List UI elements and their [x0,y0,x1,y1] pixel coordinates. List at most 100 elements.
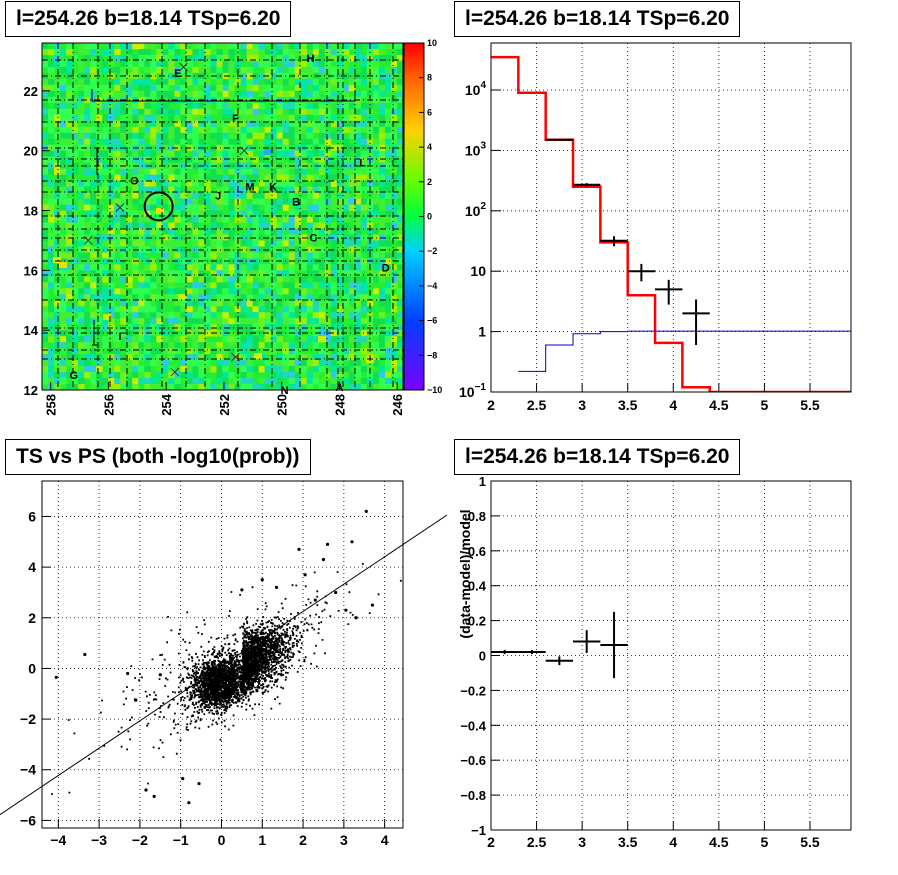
skymap-cell [372,66,380,74]
skymap-title: l=254.26 b=18.14 TSp=6.20 [5,1,292,37]
skymap-cell [192,138,199,146]
skymap-cell [180,312,187,319]
skymap-cell [342,48,350,56]
skymap-cell [90,354,97,361]
skymap-cell [354,300,362,307]
skymap-cell [264,252,272,259]
skymap-cell [138,84,145,92]
skymap-cell [66,360,73,367]
skymap-cell [180,216,187,223]
skymap-cell [378,276,386,283]
skymap-cell [192,288,199,295]
skymap-cell [240,78,247,86]
skymap-cell [318,318,326,325]
skymap-cell [102,228,109,235]
skymap-cell [156,90,163,98]
skymap-cell [258,144,266,152]
skymap-cell [390,372,398,379]
skymap-cell [348,252,356,259]
skymap-cell [282,192,290,199]
skymap-cell [42,360,49,367]
skymap-cell [156,132,163,140]
skymap-cell [294,372,302,379]
skymap-cell [132,210,139,217]
skymap-cell [372,120,380,128]
skymap-cell [174,156,181,164]
spectrum-y-tick-label: 1 [478,324,486,340]
colorbar-tick-label: 2 [427,177,432,187]
skymap-cell [108,306,115,313]
skymap-cell [216,258,223,265]
skymap-cell [126,150,133,158]
skymap-cell [276,174,284,181]
skymap-cell [342,90,350,98]
skymap-cell [198,108,205,116]
skymap-cell [222,228,229,235]
skymap-cell [108,360,115,367]
skymap-cell [378,132,386,140]
skymap-cell [162,48,169,56]
skymap-cell [336,186,344,193]
skymap-x-tick-label: 252 [217,394,232,416]
skymap-cell [378,228,386,235]
skymap-cell [66,198,73,205]
skymap-hotspot [318,336,326,342]
skymap-cell [108,204,115,211]
skymap-cell [396,342,404,349]
skymap-cell [270,246,278,253]
skymap-cell [228,43,235,50]
skymap-cell [102,264,109,271]
skymap-cell [174,336,181,343]
skymap-cell [150,72,157,80]
skymap-cell [324,114,332,122]
skymap-cell [300,156,308,164]
skymap-cell [210,264,217,271]
skymap-cell [96,342,103,349]
skymap-cell [330,48,338,56]
skymap-cell [318,84,326,92]
skymap-cell [330,43,338,50]
skymap-cell [222,102,229,110]
skymap-cell [138,72,145,80]
skymap-cell [180,60,187,68]
skymap-cell [210,120,217,128]
skymap-cell [174,192,181,199]
skymap-cell [102,60,109,68]
skymap-cell [168,132,175,140]
skymap-cell [90,66,97,74]
skymap-cell [216,198,223,205]
skymap-cell [396,48,404,56]
skymap-cell [228,138,235,146]
skymap-cell [168,216,175,223]
skymap-cell [318,360,326,367]
skymap-cell [150,174,157,181]
skymap-cell [270,270,278,277]
skymap-cell [198,186,205,193]
skymap-cell [318,192,326,199]
skymap-cell [60,156,67,164]
skymap-cell [120,210,127,217]
skymap-cell [228,276,235,283]
skymap-cell [264,198,272,205]
skymap-cell [150,270,157,277]
skymap-cell [240,360,247,367]
skymap-cell [378,216,386,223]
skymap-cell [396,84,404,92]
skymap-cell [306,324,314,331]
skymap-cell [60,210,67,217]
skymap-cell [372,204,380,211]
skymap-cell [114,132,121,140]
skymap-cell [312,312,320,319]
skymap-cell [360,324,368,331]
skymap-cell [270,132,278,140]
skymap-cell [192,282,199,289]
skymap-cell [132,288,139,295]
skymap-cell [42,48,49,56]
skymap-cell [228,318,235,325]
skymap-cell [102,168,109,176]
skymap-cell [198,168,205,176]
skymap-cell [384,192,392,199]
skymap-cell [270,126,278,134]
skymap-cell [288,120,296,128]
skymap-cell [222,270,229,277]
